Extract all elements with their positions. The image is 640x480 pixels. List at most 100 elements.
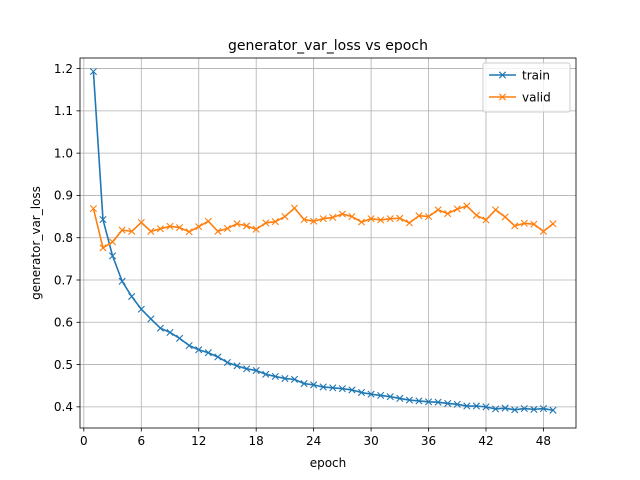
data-point-train [310,381,318,389]
y-tick-label: 0.9 [54,189,73,203]
y-tick-label: 1.1 [54,104,73,118]
data-point-train [195,346,203,354]
data-point-valid [444,210,452,218]
data-point-valid [281,212,289,221]
data-point-valid [329,213,337,222]
series-train [89,67,557,414]
x-tick-label: 6 [137,434,145,448]
data-point-valid [319,215,327,223]
data-point-train [233,362,241,370]
y-tick-label: 0.4 [54,400,73,414]
data-point-valid [511,222,519,230]
data-point-valid [405,219,413,227]
data-point-valid [338,210,346,218]
data-point-valid [252,225,260,233]
data-point-train [539,404,548,413]
data-point-train [463,402,471,410]
x-tick-label: 42 [478,434,493,448]
data-point-train [549,406,557,414]
x-tick-label: 24 [306,434,321,448]
legend-marker [498,71,507,79]
data-point-train [300,380,308,388]
data-point-train [271,372,279,380]
data-point-train [290,375,299,383]
legend-marker [498,93,507,101]
data-point-valid [223,224,232,232]
legend: train valid [482,62,571,113]
x-axis-label: epoch [310,456,347,470]
data-point-valid [357,218,366,226]
data-point-train [175,334,184,342]
data-point-train [444,399,452,408]
y-tick-label: 0.6 [54,316,73,330]
data-point-valid [453,205,461,213]
data-point-valid [99,244,107,252]
data-point-train [166,328,174,337]
data-point-valid [204,217,212,225]
x-tick-label: 36 [421,434,436,448]
y-tick-label: 0.5 [54,358,73,372]
data-point-train [491,405,500,413]
data-point-valid [243,222,251,230]
data-point-train [99,215,107,224]
series-valid [89,202,557,252]
data-point-valid [396,214,404,222]
data-point-train [520,404,528,413]
x-axis: 0 6 12 18 24 30 36 42 48 [80,428,551,448]
data-point-train [108,252,117,260]
data-point-train [386,393,394,401]
data-point-train [396,394,404,402]
data-point-valid [482,216,490,224]
data-point-valid [424,212,433,221]
data-point-valid [128,227,136,235]
data-point-train [511,406,519,414]
data-point-valid [530,220,538,228]
data-point-train [501,404,509,412]
data-point-valid [214,227,222,235]
data-point-valid [434,206,442,214]
y-axis: 0.4 0.5 0.6 0.7 0.8 0.9 1.0 1.1 1.2 [54,62,80,414]
data-point-valid [271,218,279,226]
data-point-train [434,398,442,406]
data-point-train [415,397,423,405]
y-tick-label: 1.0 [54,146,73,160]
data-point-train [357,388,366,397]
data-point-valid [472,211,481,219]
data-point-train [319,383,327,391]
data-point-train [252,366,260,375]
data-point-train [405,396,413,404]
data-point-train [223,358,232,367]
data-point-train [156,324,165,332]
data-point-train [338,385,346,393]
data-point-valid [377,216,385,224]
y-axis-label: generator_var_loss [29,186,43,300]
data-point-valid [520,219,528,227]
data-point-train [262,370,270,378]
plot-frame [79,57,577,429]
data-point-valid [491,206,500,214]
data-point-train [185,341,193,350]
data-point-valid [463,202,471,210]
data-point-valid [539,227,548,235]
data-point-train [147,315,155,323]
data-point-valid [166,222,174,230]
data-point-train [204,349,212,357]
data-point-valid [348,212,356,221]
x-tick-label: 0 [80,434,88,448]
data-point-valid [108,238,117,246]
data-point-train [214,353,222,361]
data-point-valid [175,223,184,232]
data-point-valid [415,212,423,220]
data-point-valid [300,215,308,224]
y-tick-label: 1.2 [54,62,73,76]
data-point-train [472,402,481,410]
x-tick-label: 12 [191,434,206,448]
data-point-train [482,403,490,411]
data-point-valid [137,218,145,227]
data-point-train [128,292,136,301]
data-point-valid [233,220,241,228]
data-point-train [367,390,375,398]
data-point-train [453,400,461,408]
data-point-valid [290,204,299,212]
